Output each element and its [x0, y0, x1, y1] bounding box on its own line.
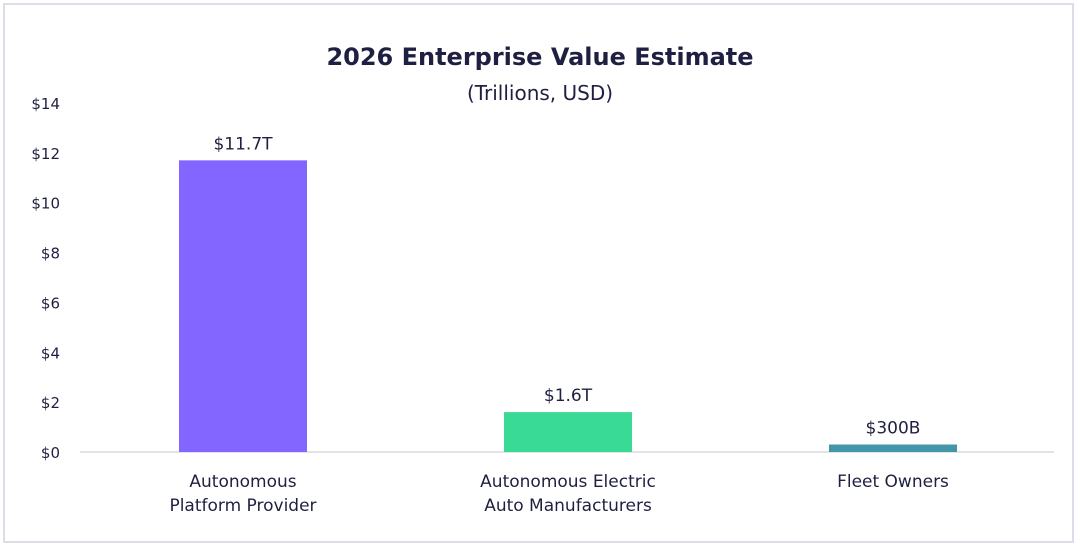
chart-subtitle: (Trillions, USD) [467, 81, 613, 105]
bar [504, 412, 632, 452]
x-tick-label: Platform Provider [169, 496, 316, 516]
y-tick-label: $8 [41, 245, 60, 263]
y-tick-label: $4 [41, 344, 60, 362]
x-tick-label: Auto Manufacturers [484, 496, 652, 516]
x-axis: Autonomous Platform Provider Autonomous El… [169, 472, 949, 516]
data-label: $1.6T [544, 386, 593, 406]
x-tick-label: Autonomous [189, 472, 296, 492]
y-tick-label: $12 [31, 145, 60, 163]
x-tick-label: Autonomous Electric [480, 472, 656, 492]
y-tick-label: $10 [31, 195, 60, 213]
data-label: $11.7T [213, 134, 273, 154]
data-labels-group: $11.7T $1.6T $300B [213, 134, 920, 438]
y-tick-label: $0 [41, 444, 60, 462]
y-tick-label: $6 [41, 294, 60, 312]
y-tick-label: $14 [31, 95, 60, 113]
bar [179, 160, 307, 453]
chart-title: 2026 Enterprise Value Estimate [326, 43, 753, 71]
x-tick-label: Fleet Owners [837, 472, 949, 492]
y-tick-label: $2 [41, 394, 60, 412]
bar [829, 444, 957, 452]
y-axis: $0 $2 $4 $6 $8 $10 $12 $14 [31, 95, 60, 462]
bars-group [179, 160, 957, 453]
data-label: $300B [866, 419, 921, 439]
